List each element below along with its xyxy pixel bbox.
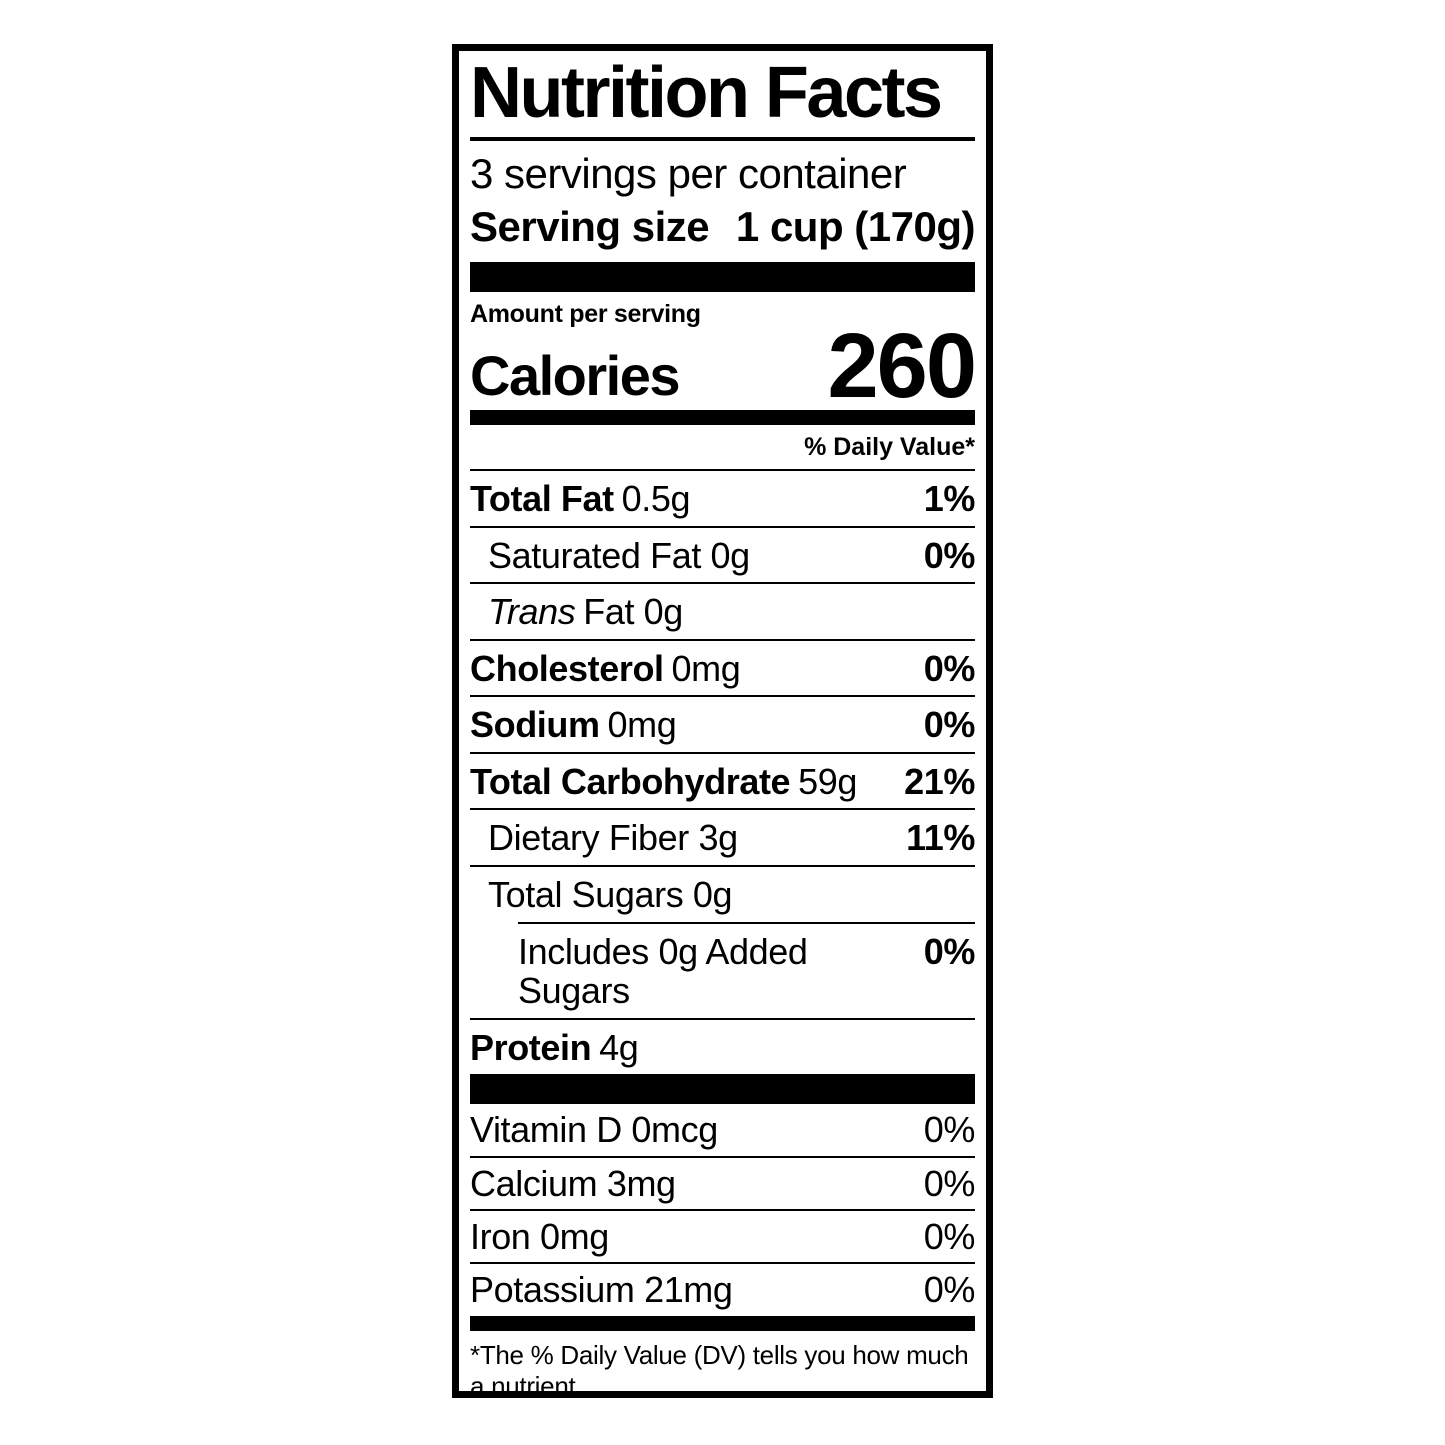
nutrient-name-bold: Cholesterol <box>470 647 664 689</box>
micronutrient-row-iron: Iron 0mg 0% <box>470 1209 975 1262</box>
nutrition-facts-label: Nutrition Facts 3 servings per container… <box>452 44 993 1398</box>
micronutrient-percent: 0% <box>923 1109 976 1151</box>
nutrient-row-cholesterol: Cholesterol 0mg 0% <box>470 638 976 696</box>
nutrient-name: Includes 0g Added Sugars <box>518 930 808 1012</box>
amount-per-serving-label: Amount per serving <box>470 300 701 329</box>
nutrient-name: Protein 4g <box>470 1026 639 1068</box>
nutrient-amount: 4g <box>599 1026 639 1068</box>
nutrient-name-italic: Trans <box>488 591 576 633</box>
micronutrient-name: Vitamin D 0mcg <box>470 1109 718 1151</box>
nutrient-row-protein: Protein 4g <box>470 1017 975 1075</box>
serving-size-row: Serving size 1 cup (170g) <box>470 200 976 262</box>
calories-label: Calories <box>470 344 681 408</box>
nutrient-row-saturated-fat: Saturated Fat 0g 0% <box>470 525 976 583</box>
nutrient-name-bold: Sodium <box>470 704 600 746</box>
micronutrient-name: Calcium 3mg <box>470 1162 676 1204</box>
nutrient-percent: 11% <box>906 817 975 859</box>
nutrient-name: Trans Fat 0g <box>470 592 683 632</box>
nutrient-name: Total Fat 0.5g <box>470 477 691 519</box>
divider-bar-medium-calories <box>470 410 975 426</box>
divider-bar-medium-footer <box>470 1315 975 1331</box>
label-title: Nutrition Facts <box>470 56 975 142</box>
servings-per-container: 3 servings per container <box>470 150 907 198</box>
nutrient-percent: 0% <box>923 704 976 746</box>
serving-size-label: Serving size <box>470 202 710 250</box>
nutrient-amount: 0.5g <box>621 477 691 519</box>
nutrient-name: Dietary Fiber 3g <box>488 817 738 859</box>
nutrient-amount: 59g <box>798 760 857 802</box>
nutrient-name: Sodium 0mg <box>470 704 677 746</box>
nutrient-percent: 0% <box>923 930 976 972</box>
calories-value: 260 <box>827 314 977 417</box>
indented-rule <box>518 921 975 924</box>
micronutrient-row-potassium: Potassium 21mg 0% <box>470 1262 975 1315</box>
serving-size-value: 1 cup (170g) <box>735 202 976 250</box>
nutrient-name: Saturated Fat 0g <box>488 534 750 576</box>
nutrient-percent: 1% <box>923 477 976 519</box>
nutrient-name: Total Sugars 0g <box>488 874 733 916</box>
micronutrient-percent: 0% <box>923 1162 976 1204</box>
nutrient-amount: 0mg <box>671 647 741 689</box>
nutrient-amount: Fat 0g <box>583 591 683 633</box>
daily-value-header: % Daily Value* <box>804 433 975 462</box>
nutrient-name-bold: Total Carbohydrate <box>470 760 791 802</box>
divider-bar-thick-bottom <box>470 1074 975 1105</box>
divider-bar-thick-top <box>470 262 975 293</box>
nutrient-percent: 21% <box>904 760 975 802</box>
nutrient-row-total-sugars: Total Sugars 0g <box>470 865 975 922</box>
nutrient-row-dietary-fiber: Dietary Fiber 3g 11% <box>470 808 975 865</box>
nutrient-amount: 0mg <box>607 704 677 746</box>
micronutrient-name: Potassium 21mg <box>470 1269 733 1311</box>
micronutrient-percent: 0% <box>923 1269 976 1311</box>
micronutrient-row-vitamin-d: Vitamin D 0mcg 0% <box>470 1104 975 1155</box>
nutrient-row-total-carbohydrate: Total Carbohydrate 59g 21% <box>470 751 975 809</box>
nutrient-row-total-fat: Total Fat 0.5g 1% <box>470 468 976 526</box>
nutrient-row-sodium: Sodium 0mg 0% <box>470 695 975 752</box>
micronutrient-percent: 0% <box>923 1216 976 1258</box>
calories-row: Calories 260 <box>470 314 977 417</box>
nutrient-percent: 0% <box>923 534 976 576</box>
nutrient-name: Cholesterol 0mg <box>470 647 741 689</box>
footnote-line-1: *The % Daily Value (DV) tells you how mu… <box>470 1339 969 1398</box>
nutrient-row-trans-fat: Trans Fat 0g <box>470 582 975 639</box>
nutrient-name-bold: Protein <box>470 1026 592 1068</box>
nutrient-percent: 0% <box>923 647 976 689</box>
nutrient-row-added-sugars: Includes 0g Added Sugars 0% <box>470 924 975 1018</box>
micronutrient-name: Iron 0mg <box>470 1216 609 1258</box>
daily-value-footnote: *The % Daily Value (DV) tells you how mu… <box>470 1331 975 1398</box>
nutrient-name: Total Carbohydrate 59g <box>470 762 857 802</box>
micronutrient-row-calcium: Calcium 3mg 0% <box>470 1155 976 1209</box>
nutrient-name-bold: Total Fat <box>470 477 614 519</box>
